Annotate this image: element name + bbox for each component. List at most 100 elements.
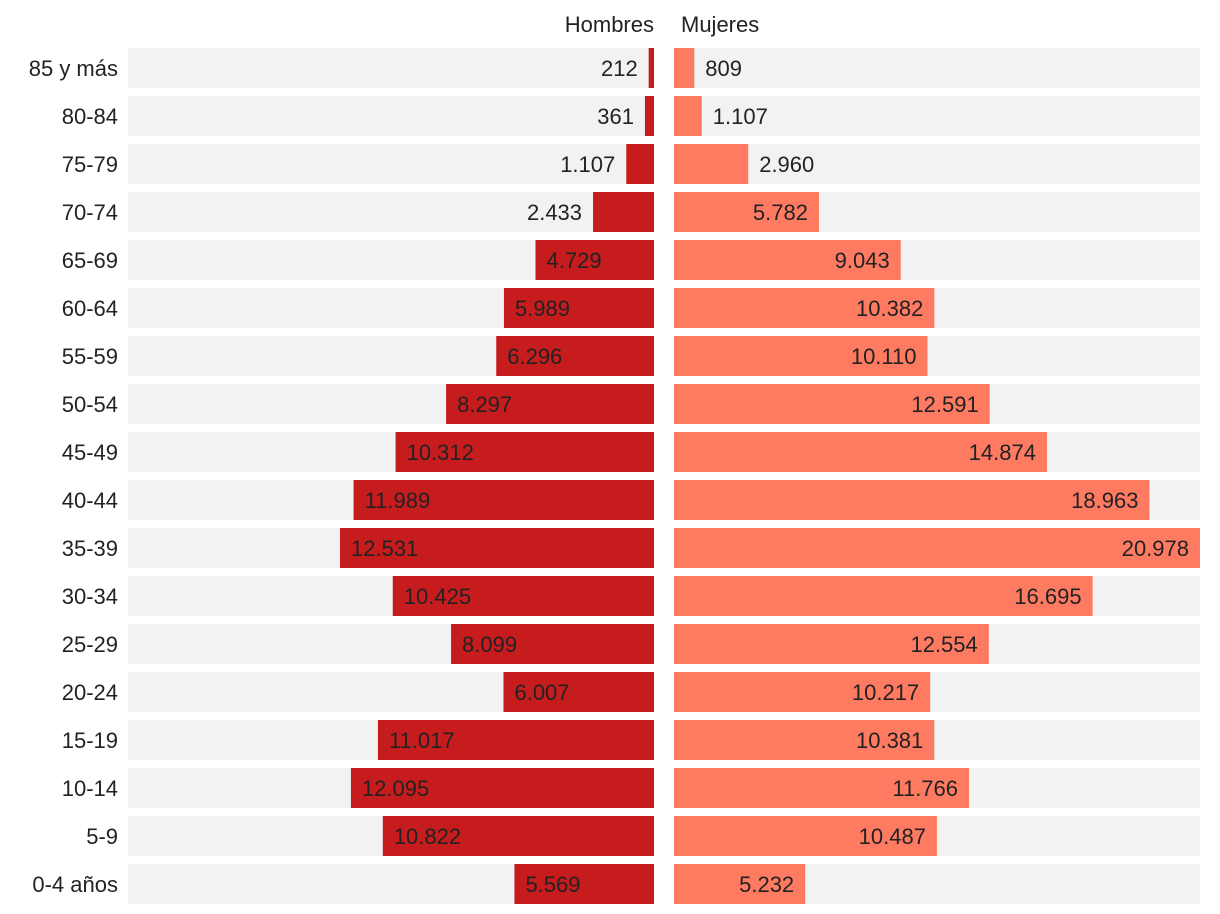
bar-mujeres [674,528,1200,568]
bar-hombres [535,240,654,280]
bar-mujeres [674,192,819,232]
data-label-hombres: 361 [597,104,634,129]
bar-hombres [648,48,654,88]
data-label-hombres: 6.296 [507,344,562,369]
data-label-mujeres: 12.591 [911,392,978,417]
bar-hombres [496,336,654,376]
bar-mujeres [674,624,989,664]
bar-mujeres [674,768,970,808]
data-label-hombres: 1.107 [560,152,615,177]
data-label-hombres: 12.531 [351,536,418,561]
category-label: 40-44 [62,488,118,513]
bar-mujeres [674,96,702,136]
bar-hombres [350,768,654,808]
bar-mujeres [674,720,935,760]
data-label-mujeres: 18.963 [1071,488,1138,513]
bar-background-hombres [128,96,654,136]
data-label-mujeres: 2.960 [759,152,814,177]
bar-hombres [503,672,654,712]
category-label: 5-9 [86,824,118,849]
bar-background-hombres [128,192,654,232]
bar-hombres [377,720,654,760]
category-label: 45-49 [62,440,118,465]
bar-mujeres [674,864,806,904]
bar-mujeres [674,48,695,88]
data-label-mujeres: 10.487 [859,824,926,849]
category-label: 65-69 [62,248,118,273]
bar-hombres [392,576,654,616]
bar-hombres [382,816,654,856]
data-label-hombres: 2.433 [527,200,582,225]
data-label-hombres: 212 [601,56,638,81]
bar-hombres [503,288,654,328]
bar-background-mujeres [674,96,1200,136]
data-label-mujeres: 10.382 [856,296,923,321]
bar-background-hombres [128,144,654,184]
data-label-mujeres: 10.381 [856,728,923,753]
bar-background-mujeres [674,144,1200,184]
legend-mujeres: Mujeres [681,12,759,37]
category-label: 0-4 años [32,872,118,897]
category-label: 85 y más [29,56,118,81]
category-label: 20-24 [62,680,118,705]
bar-hombres [593,192,654,232]
data-label-mujeres: 9.043 [835,248,890,273]
data-label-hombres: 10.312 [407,440,474,465]
category-label: 25-29 [62,632,118,657]
data-label-mujeres: 5.232 [739,872,794,897]
data-label-mujeres: 809 [705,56,742,81]
bar-hombres [451,624,654,664]
bar-background-mujeres [674,48,1200,88]
data-label-mujeres: 10.217 [852,680,919,705]
bar-mujeres [674,672,931,712]
category-label: 80-84 [62,104,118,129]
data-label-hombres: 11.017 [389,728,455,753]
category-label: 55-59 [62,344,118,369]
data-label-hombres: 10.822 [394,824,461,849]
category-label: 70-74 [62,200,118,225]
data-label-hombres: 5.569 [525,872,580,897]
bar-hombres [626,144,654,184]
bar-mujeres [674,240,901,280]
bar-mujeres [674,480,1150,520]
data-label-mujeres: 12.554 [910,632,977,657]
data-label-mujeres: 16.695 [1014,584,1081,609]
bar-mujeres [674,336,928,376]
category-label: 15-19 [62,728,118,753]
category-label: 75-79 [62,152,118,177]
data-label-mujeres: 5.782 [753,200,808,225]
bar-mujeres [674,816,937,856]
bar-hombres [395,432,654,472]
bar-mujeres [674,288,935,328]
data-label-mujeres: 14.874 [969,440,1036,465]
data-label-mujeres: 10.110 [851,344,917,369]
data-label-hombres: 11.989 [365,488,431,513]
bar-hombres [340,528,654,568]
data-label-hombres: 8.099 [462,632,517,657]
data-label-hombres: 12.095 [362,776,429,801]
bar-hombres [353,480,654,520]
bar-hombres [644,96,654,136]
category-label: 50-54 [62,392,118,417]
category-label: 30-34 [62,584,118,609]
data-label-mujeres: 20.978 [1122,536,1189,561]
legend-hombres: Hombres [565,12,654,37]
bar-mujeres [674,144,749,184]
data-label-hombres: 6.007 [514,680,569,705]
bar-background-hombres [128,48,654,88]
category-label: 35-39 [62,536,118,561]
category-label: 60-64 [62,296,118,321]
bar-mujeres [674,384,990,424]
bar-mujeres [674,576,1093,616]
data-label-hombres: 8.297 [457,392,512,417]
bar-hombres [446,384,654,424]
bar-mujeres [674,432,1047,472]
bar-hombres [514,864,654,904]
category-label: 10-14 [62,776,118,801]
data-label-hombres: 5.989 [515,296,570,321]
data-label-hombres: 10.425 [404,584,471,609]
data-label-mujeres: 11.766 [892,776,958,801]
data-label-hombres: 4.729 [547,248,602,273]
data-label-mujeres: 1.107 [713,104,768,129]
